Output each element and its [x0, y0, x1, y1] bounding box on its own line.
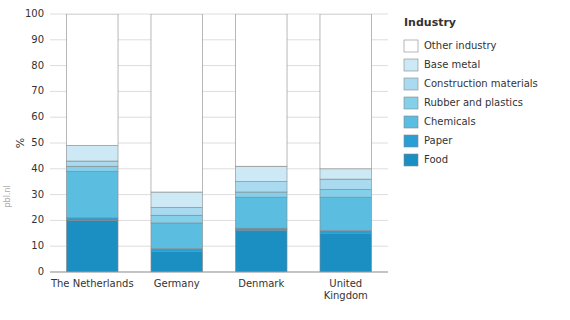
bar-segment: [151, 251, 203, 272]
bar-segment: [320, 179, 372, 189]
legend-label: Other industry: [424, 40, 497, 51]
bar-segment: [320, 189, 372, 197]
grid-line: [50, 272, 388, 273]
legend-swatch: [404, 97, 418, 109]
bar-segment: [235, 14, 287, 166]
x-tick-label: Denmark: [238, 278, 284, 289]
y-tick-label: 20: [31, 214, 44, 225]
bar-segment: [66, 218, 118, 221]
bar-segment: [66, 14, 118, 146]
bar-segment: [66, 161, 118, 166]
y-tick-label: 90: [31, 34, 44, 45]
legend-label: Construction materials: [424, 78, 538, 89]
chart-svg: 0 10 20 30 40 50 60 70 80 90 100 The Netherlands Ger…: [0, 0, 570, 320]
bar-segment: [235, 192, 287, 197]
bar-segment: [151, 223, 203, 249]
bar-segment: [235, 231, 287, 272]
bar-segment: [235, 197, 287, 228]
bar-segment: [151, 249, 203, 252]
bar-segment: [66, 166, 118, 171]
bar-segment: [151, 192, 203, 207]
legend-swatch: [404, 59, 418, 71]
bar-segment: [320, 231, 372, 234]
y-tick-label: 100: [25, 8, 44, 19]
bar-segment: [66, 220, 118, 272]
legend-label: Chemicals: [424, 116, 476, 127]
legend-label: Paper: [424, 135, 453, 146]
grid: [50, 14, 388, 272]
bar-segment: [235, 166, 287, 181]
legend-swatch: [404, 135, 418, 147]
y-tick-label: 50: [31, 137, 44, 148]
y-tick-label: 0: [38, 266, 44, 277]
bar-segment: [66, 171, 118, 217]
y-tick-label: 30: [31, 189, 44, 200]
legend: Industry Other industry Base metal Construc…: [404, 16, 538, 166]
legend-swatch: [404, 78, 418, 90]
bar-segment: [151, 14, 203, 192]
bar-segment: [235, 182, 287, 192]
chart-container: 0 10 20 30 40 50 60 70 80 90 100 The Netherlands Ger…: [0, 0, 570, 320]
legend-label: Food: [424, 154, 448, 165]
y-tick-label: 60: [31, 111, 44, 122]
bars: [66, 14, 371, 272]
bar-segment: [151, 215, 203, 223]
legend-title: Industry: [404, 16, 456, 29]
bar-segment: [320, 197, 372, 231]
legend-swatch: [404, 40, 418, 52]
bar-segment: [320, 233, 372, 272]
legend-swatch: [404, 154, 418, 166]
legend-label: Rubber and plastics: [424, 97, 523, 108]
x-tick-label: UnitedKingdom: [324, 278, 368, 301]
legend-label: Base metal: [424, 59, 480, 70]
bar-segment: [235, 228, 287, 231]
y-tick-label: 10: [31, 240, 44, 251]
x-tick-label: Germany: [154, 278, 200, 289]
bar-segment: [66, 146, 118, 161]
x-axis-line: [50, 272, 388, 273]
bar-segment: [151, 208, 203, 216]
legend-swatch: [404, 116, 418, 128]
x-tick-label: The Netherlands: [50, 278, 134, 289]
bar-segment: [320, 169, 372, 179]
y-axis-label: %: [14, 138, 27, 148]
y-tick-label: 80: [31, 60, 44, 71]
y-tick-label: 40: [31, 163, 44, 174]
bar-segment: [320, 14, 372, 169]
watermark: pbl.nl: [3, 185, 12, 207]
y-tick-label: 70: [31, 85, 44, 96]
